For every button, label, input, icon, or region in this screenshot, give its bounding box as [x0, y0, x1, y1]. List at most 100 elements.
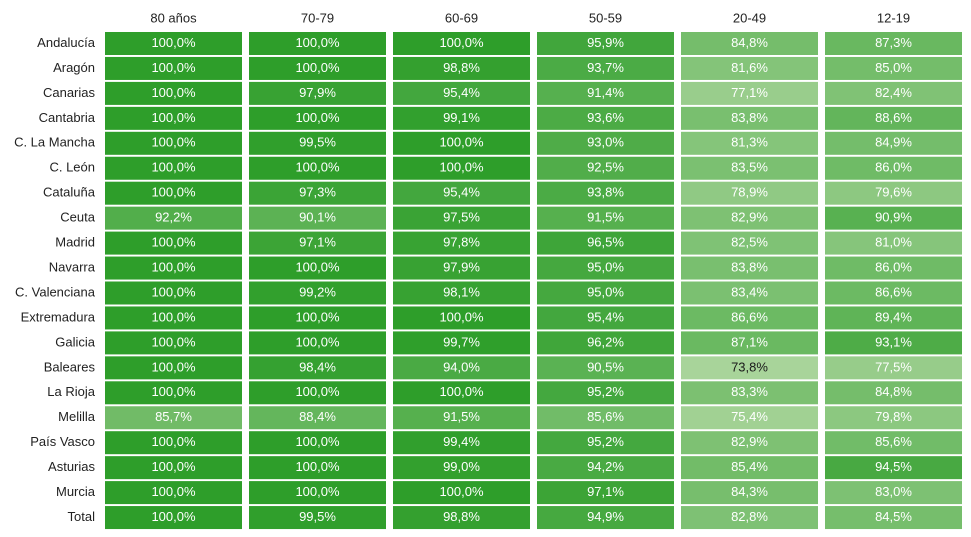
cell-value-label: 100,0% — [151, 509, 196, 524]
heatmap-cell — [249, 381, 386, 405]
heatmap-cell — [393, 331, 530, 355]
heatmap-cell — [681, 256, 818, 280]
cell-value-label: 99,7% — [443, 334, 480, 349]
heatmap-cell — [681, 431, 818, 455]
cell-value-label: 100,0% — [151, 434, 196, 449]
cell-value-label: 82,4% — [875, 85, 912, 100]
heatmap-cell — [825, 281, 962, 305]
cell-value-label: 83,3% — [731, 384, 768, 399]
heatmap-cell — [105, 106, 242, 130]
heatmap-cell — [537, 356, 674, 380]
cell-value-label: 100,0% — [151, 284, 196, 299]
heatmap-cell — [537, 156, 674, 180]
cell-value-label: 95,4% — [587, 309, 624, 324]
heatmap-cell — [105, 506, 242, 530]
cell-value-label: 100,0% — [295, 60, 340, 75]
heatmap-cell — [681, 106, 818, 130]
heatmap-cell — [105, 206, 242, 230]
cell-value-label: 97,8% — [443, 235, 480, 250]
heatmap-cell — [249, 431, 386, 455]
heatmap-cell — [825, 181, 962, 205]
heatmap-cell — [537, 181, 674, 205]
row-label: Navarra — [49, 259, 96, 274]
cell-value-label: 99,1% — [443, 110, 480, 125]
row-label: Cantabria — [39, 110, 96, 125]
heatmap-cell — [393, 32, 530, 55]
heatmap-cell — [249, 281, 386, 305]
heatmap-cell — [393, 456, 530, 480]
cell-value-label: 77,1% — [731, 85, 768, 100]
cell-value-label: 100,0% — [295, 110, 340, 125]
heatmap-cell — [825, 506, 962, 530]
cell-value-label: 84,9% — [875, 135, 912, 150]
heatmap-cell — [825, 406, 962, 430]
column-header: 20-49 — [733, 10, 766, 25]
heatmap-cell — [537, 131, 674, 155]
heatmap-cell — [105, 406, 242, 430]
cell-value-label: 87,3% — [875, 35, 912, 50]
cell-value-label: 100,0% — [151, 35, 196, 50]
heatmap-cell — [249, 56, 386, 80]
cell-value-label: 100,0% — [295, 259, 340, 274]
cell-value-label: 77,5% — [875, 359, 912, 374]
heatmap-cell — [393, 431, 530, 455]
heatmap-cell — [825, 481, 962, 505]
cell-value-label: 95,4% — [443, 85, 480, 100]
heatmap-cell — [681, 456, 818, 480]
heatmap-cell — [105, 356, 242, 380]
heatmap-cell — [105, 381, 242, 405]
cell-value-label: 100,0% — [151, 235, 196, 250]
heatmap-cell — [537, 32, 674, 55]
cell-value-label: 93,8% — [587, 185, 624, 200]
heatmap-cell — [105, 481, 242, 505]
heatmap-cell — [537, 281, 674, 305]
row-label: Baleares — [44, 359, 96, 374]
cell-value-label: 97,1% — [299, 235, 336, 250]
heatmap-cell — [825, 356, 962, 380]
cell-value-label: 79,8% — [875, 409, 912, 424]
cell-value-label: 97,1% — [587, 484, 624, 499]
cell-value-label: 93,0% — [587, 135, 624, 150]
heatmap-cell — [681, 131, 818, 155]
cell-value-label: 81,6% — [731, 60, 768, 75]
heatmap-cell — [105, 181, 242, 205]
heatmap-cell — [537, 381, 674, 405]
cell-value-label: 88,4% — [299, 409, 336, 424]
row-label: La Rioja — [47, 384, 95, 399]
heatmap-cell — [393, 356, 530, 380]
heatmap-cell — [825, 256, 962, 280]
heatmap-cell — [537, 431, 674, 455]
heatmap-cell — [681, 481, 818, 505]
row-label: País Vasco — [30, 434, 95, 449]
cell-value-label: 73,8% — [731, 359, 768, 374]
cell-value-label: 100,0% — [151, 110, 196, 125]
heatmap-cell — [537, 256, 674, 280]
heatmap-cell — [249, 356, 386, 380]
row-labels: Andalucía Aragón Canarias Cantabria C. La Ma… — [14, 35, 96, 524]
heatmap-cell — [105, 131, 242, 155]
heatmap-cell — [393, 156, 530, 180]
heatmap-cell — [249, 231, 386, 255]
heatmap-cell — [537, 456, 674, 480]
row-label: Aragón — [53, 60, 95, 75]
cell-value-label: 83,8% — [731, 110, 768, 125]
cell-value-label: 99,4% — [443, 434, 480, 449]
cell-value-label: 94,0% — [443, 359, 480, 374]
heatmap-cell — [681, 306, 818, 330]
cell-value-label: 85,6% — [587, 409, 624, 424]
cell-value-label: 86,6% — [731, 309, 768, 324]
cell-value-label: 85,0% — [875, 60, 912, 75]
heatmap-cell — [537, 406, 674, 430]
cell-value-label: 79,6% — [875, 185, 912, 200]
cell-value-label: 90,1% — [299, 210, 336, 225]
cell-value-label: 75,4% — [731, 409, 768, 424]
row-label: Ceuta — [60, 210, 95, 225]
cell-value-label: 94,9% — [587, 509, 624, 524]
heatmap-cell — [249, 331, 386, 355]
heatmap-cell — [393, 81, 530, 105]
cell-value-label: 100,0% — [295, 459, 340, 474]
heatmap-cell — [249, 506, 386, 530]
heatmap-cell — [537, 106, 674, 130]
cell-value-label: 100,0% — [439, 384, 484, 399]
